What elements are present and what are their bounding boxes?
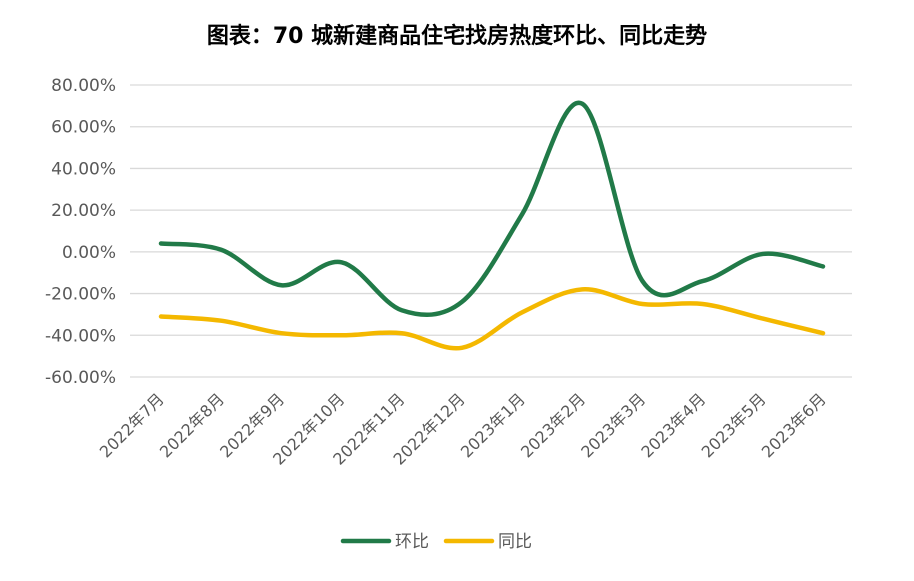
y-tick-label: 20.00% [51,201,116,221]
series-line-1 [158,287,826,351]
x-tick-label: 2023年6月 [758,389,830,461]
chart-title: 图表：70 城新建商品住宅找房热度环比、同比走势 [206,24,708,49]
series-layer [158,100,826,351]
x-tick-label: 2023年4月 [637,389,709,461]
x-tick-label: 2023年3月 [577,389,649,461]
x-tick-label: 2023年5月 [698,389,770,461]
y-tick-label: 40.00% [51,159,116,179]
legend-label: 环比 [395,532,429,552]
x-axis-labels: 2022年7月2022年8月2022年9月2022年10月2022年11月202… [96,389,830,468]
y-tick-label: -20.00% [45,285,116,305]
series-line-0 [158,100,826,318]
y-tick-label: 0.00% [62,243,116,263]
x-tick-label: 2022年7月 [96,389,168,461]
legend: 环比 同比 [340,532,532,552]
y-axis-labels: 80.00% 60.00% 40.00% 20.00% 0.00% -20.00% -40.… [45,76,116,388]
x-tick-label: 2023年2月 [517,389,589,461]
x-tick-label: 2023年1月 [457,389,529,461]
y-tick-label: -60.00% [45,368,116,388]
grid-layer [130,84,852,378]
y-tick-label: 60.00% [51,118,116,138]
y-tick-label: -40.00% [45,326,116,346]
legend-label: 同比 [498,532,532,552]
x-tick-label: 2022年8月 [156,389,228,461]
y-tick-label: 80.00% [51,76,116,96]
